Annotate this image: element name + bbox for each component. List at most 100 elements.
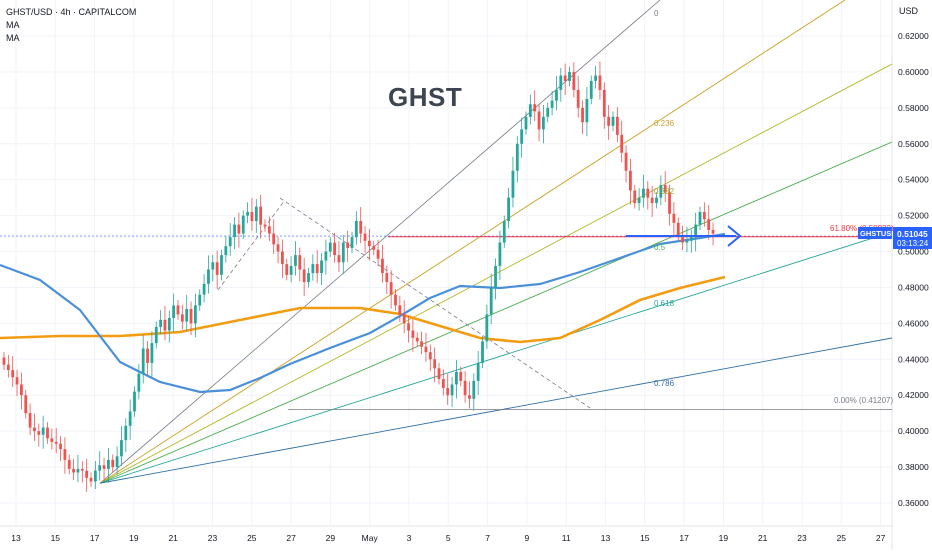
candle-body xyxy=(268,226,271,233)
candle-body xyxy=(620,135,623,153)
candle-body xyxy=(64,449,67,460)
candle-body xyxy=(298,255,301,269)
candle-body xyxy=(155,327,158,343)
fib-label-0236: 0.236 xyxy=(654,119,675,128)
candle-body xyxy=(342,243,345,263)
candle-body xyxy=(512,171,515,198)
candle-body xyxy=(272,234,275,245)
candle-body xyxy=(181,314,184,321)
candle-body xyxy=(111,460,114,467)
y-tick-label: 0.36000 xyxy=(898,498,929,508)
candle-body xyxy=(525,117,528,130)
candle-body xyxy=(633,190,636,203)
y-tick-label: 0.48000 xyxy=(898,282,929,292)
candle-body xyxy=(285,264,288,275)
candle-body xyxy=(55,442,58,444)
candle-body xyxy=(485,314,488,341)
x-tick-label: 11 xyxy=(562,533,571,543)
x-tick-label: May xyxy=(362,533,379,543)
candle-body xyxy=(677,223,680,236)
candle-body xyxy=(90,478,93,482)
candle-body xyxy=(251,212,254,221)
x-tick-label: 21 xyxy=(758,533,768,543)
candle-body xyxy=(351,237,354,248)
candle-body xyxy=(216,262,219,275)
x-tick-label: 19 xyxy=(719,533,729,543)
candle-body xyxy=(16,377,19,384)
candle-body xyxy=(20,384,23,395)
candle-body xyxy=(137,374,140,392)
x-tick-label: 15 xyxy=(640,533,650,543)
x-tick-label: 19 xyxy=(129,533,139,543)
candle-body xyxy=(703,212,706,219)
candle-body xyxy=(364,234,367,241)
y-tick-label: 0.54000 xyxy=(898,175,929,185)
candle-body xyxy=(177,305,180,314)
candle-body xyxy=(37,431,40,435)
x-tick-label: 9 xyxy=(525,533,530,543)
candle-body xyxy=(673,214,676,223)
candle-body xyxy=(151,343,154,363)
candle-body xyxy=(72,469,75,473)
candle-body xyxy=(477,363,480,381)
candle-body xyxy=(238,225,241,234)
candle-body xyxy=(655,198,658,203)
candle-body xyxy=(233,225,236,238)
candle-body xyxy=(42,428,45,435)
candle-body xyxy=(577,90,580,108)
y-tick-label: 0.44000 xyxy=(898,354,929,364)
candle-body xyxy=(385,273,388,282)
fib-label-0382: 0.382 xyxy=(654,187,675,196)
candle-body xyxy=(590,81,593,99)
symbol-line[interactable]: GHST/USD · 4h · CAPITALCOM xyxy=(6,6,136,19)
candle-body xyxy=(124,426,127,440)
candle-body xyxy=(616,117,619,135)
candle-body xyxy=(220,255,223,275)
candle-body xyxy=(190,309,193,323)
candle-body xyxy=(7,365,10,370)
candle-body xyxy=(390,282,393,295)
ma-indicator-2[interactable]: MA xyxy=(6,32,136,45)
x-tick-label: 17 xyxy=(679,533,689,543)
candle-body xyxy=(68,460,71,469)
candle-body xyxy=(503,221,506,243)
x-tick-label: 23 xyxy=(797,533,807,543)
candle-body xyxy=(629,171,632,191)
candle-body xyxy=(420,341,423,346)
candle-body xyxy=(568,72,571,81)
candle-body xyxy=(198,295,201,306)
candle-body xyxy=(642,189,645,198)
candle-body xyxy=(646,189,649,198)
candle-body xyxy=(11,370,14,377)
candle-body xyxy=(464,381,467,395)
candle-body xyxy=(712,230,715,234)
x-tick-label: 3 xyxy=(407,533,412,543)
x-tick-label: 13 xyxy=(11,533,21,543)
candle-body xyxy=(33,428,36,432)
candle-body xyxy=(699,212,702,225)
x-tick-label: 15 xyxy=(51,533,61,543)
currency-label: USD xyxy=(899,6,918,16)
fib-label-05: 0.5 xyxy=(654,243,666,252)
candle-body xyxy=(564,76,567,81)
x-tick-label: 5 xyxy=(446,533,451,543)
candle-body xyxy=(507,198,510,221)
x-tick-label: 21 xyxy=(168,533,178,543)
candle-body xyxy=(442,379,445,388)
candle-body xyxy=(211,262,214,269)
chart-legend: GHST/USD · 4h · CAPITALCOM MA MA xyxy=(6,6,136,45)
candle-body xyxy=(690,237,693,241)
candle-body xyxy=(46,428,49,439)
y-tick-label: 0.42000 xyxy=(898,390,929,400)
candle-body xyxy=(707,219,710,230)
candle-body xyxy=(281,252,284,265)
candle-body xyxy=(29,413,32,427)
candle-body xyxy=(599,76,602,90)
ma-indicator-1[interactable]: MA xyxy=(6,19,136,32)
y-tick-label: 0.38000 xyxy=(898,462,929,472)
candle-body xyxy=(603,90,606,117)
candle-body xyxy=(338,255,341,262)
candle-body xyxy=(368,241,371,246)
candle-body xyxy=(203,284,206,295)
